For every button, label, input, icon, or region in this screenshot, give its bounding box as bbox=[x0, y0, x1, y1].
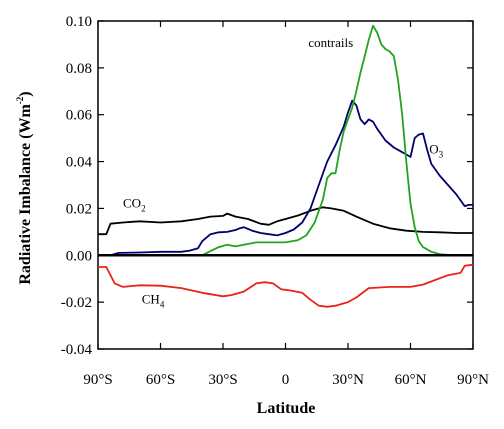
y-tick-label: -0.02 bbox=[61, 295, 92, 311]
x-tick-label: 30°N bbox=[332, 372, 364, 388]
series-label-ch4: CH4 bbox=[142, 291, 165, 309]
y-tick-label: 0.04 bbox=[66, 155, 93, 171]
y-tick-label: 0.02 bbox=[66, 201, 92, 217]
y-tick-label: 0.00 bbox=[66, 248, 92, 264]
x-tick-label: 90°S bbox=[83, 372, 112, 388]
y-tick-label: 0.10 bbox=[66, 14, 92, 30]
series-label-contrails: contrails bbox=[308, 35, 353, 50]
y-axis-title: Radiative Imbalance (Wm-2) bbox=[15, 91, 34, 284]
x-tick-label: 30°S bbox=[208, 372, 237, 388]
x-tick-label: 60°N bbox=[395, 372, 427, 388]
series-line-co2 bbox=[98, 206, 473, 236]
x-tick-label: 60°S bbox=[146, 372, 175, 388]
y-tick-label: -0.04 bbox=[61, 342, 93, 358]
x-tick-label: 90°N bbox=[457, 372, 489, 388]
series-line-o3 bbox=[98, 99, 473, 257]
x-tick-label: 0 bbox=[282, 372, 290, 388]
x-axis-title: Latitude bbox=[257, 400, 316, 417]
series-line-ch4 bbox=[98, 263, 474, 308]
series-label-o3: O3 bbox=[429, 141, 443, 159]
y-tick-label: 0.06 bbox=[66, 108, 93, 124]
series-line-contrails bbox=[98, 24, 473, 257]
series-label-co2: CO2 bbox=[123, 195, 146, 213]
y-tick-label: 0.08 bbox=[66, 61, 92, 77]
